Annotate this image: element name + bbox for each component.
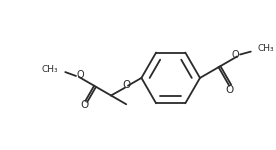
Text: O: O — [80, 100, 89, 110]
Text: O: O — [76, 70, 84, 80]
Text: O: O — [231, 51, 239, 60]
Text: CH₃: CH₃ — [42, 65, 59, 74]
Text: O: O — [225, 85, 233, 95]
Text: CH₃: CH₃ — [258, 44, 274, 53]
Text: O: O — [123, 80, 131, 90]
